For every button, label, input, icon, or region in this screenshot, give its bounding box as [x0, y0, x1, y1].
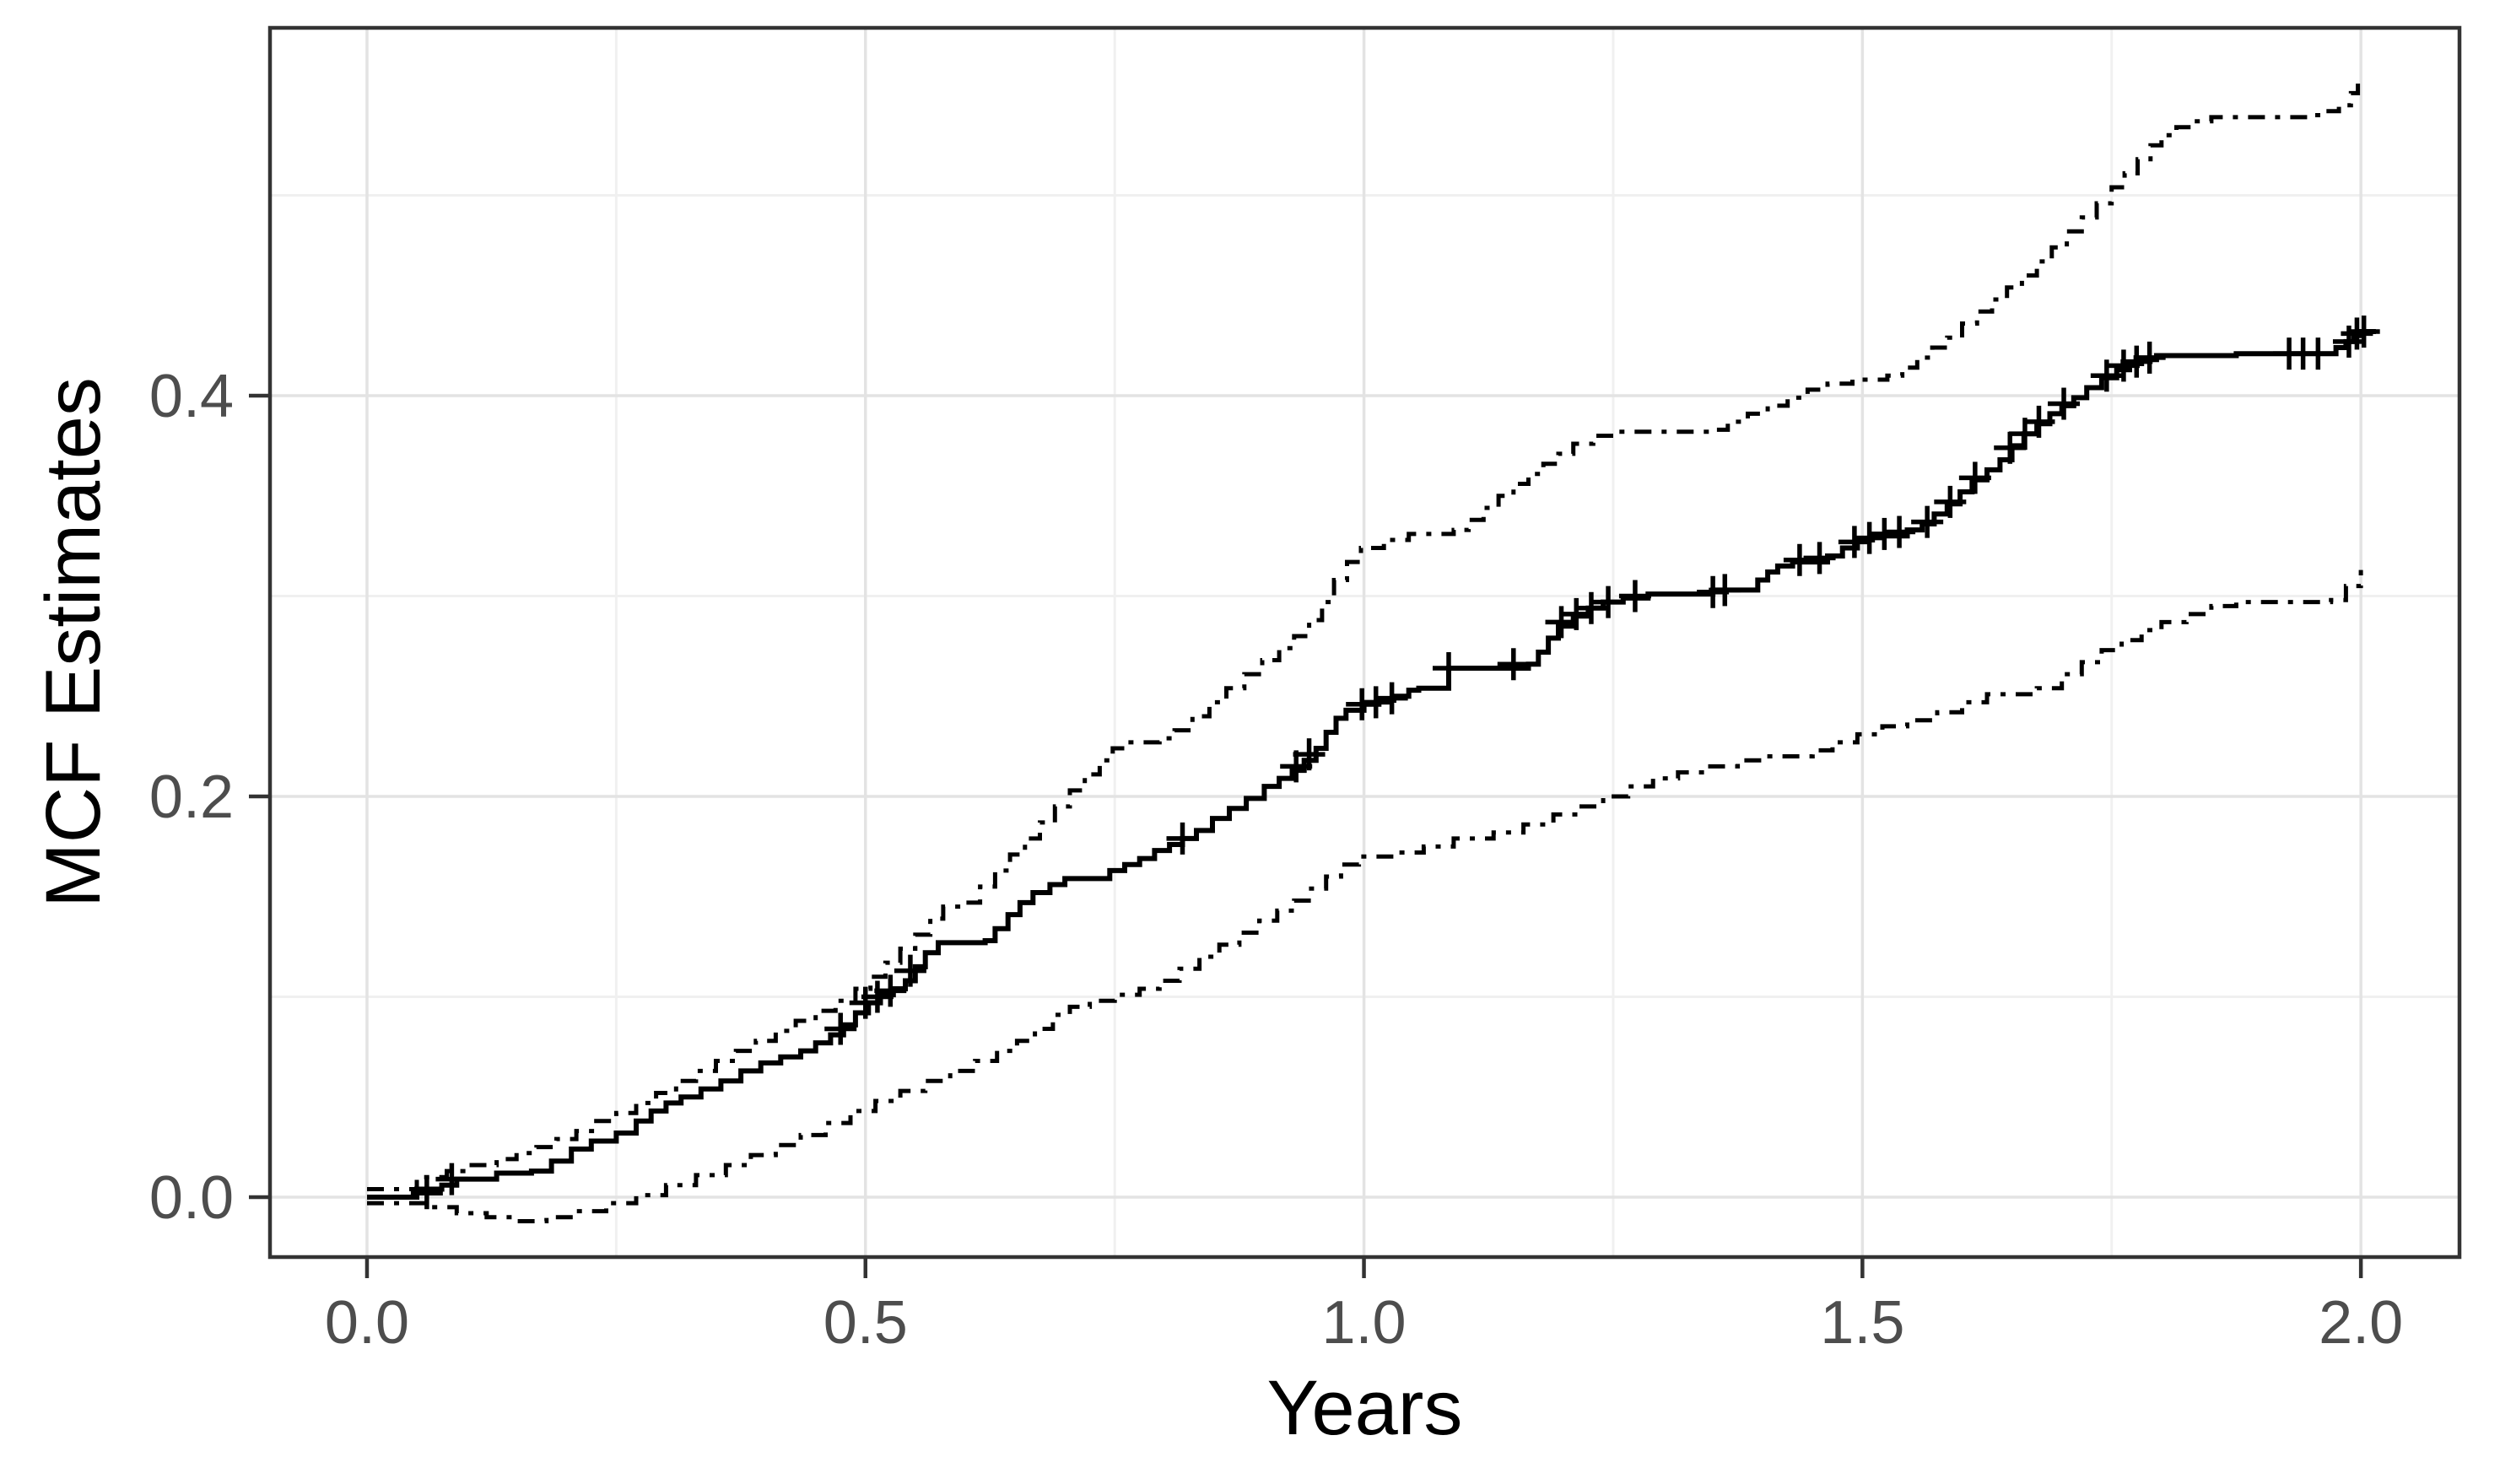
x-axis-tick-label: 0.5	[823, 1289, 908, 1357]
y-axis-tick-label: 0.2	[149, 764, 234, 831]
y-axis-tick-label: 0.4	[149, 363, 234, 430]
major-gridlines	[270, 28, 2460, 1257]
censor-marks	[410, 316, 2380, 1210]
axis-tick-marks	[249, 393, 2363, 1278]
y-axis-tick-label: 0.0	[149, 1164, 234, 1232]
x-axis-title: Years	[1267, 1365, 1463, 1451]
x-axis-tick-label: 1.5	[1820, 1289, 1904, 1357]
x-axis-tick-label: 2.0	[2319, 1289, 2403, 1357]
y-axis-title: MCF Estimates	[30, 377, 116, 908]
y-axis-tick-labels: 0.0 0.2 0.4	[149, 363, 234, 1232]
x-axis-tick-label: 0.0	[325, 1289, 409, 1357]
x-axis-tick-label: 1.0	[1322, 1289, 1407, 1357]
x-axis-tick-labels: 0.0 0.5 1.0 1.5 2.0	[325, 1289, 2403, 1357]
